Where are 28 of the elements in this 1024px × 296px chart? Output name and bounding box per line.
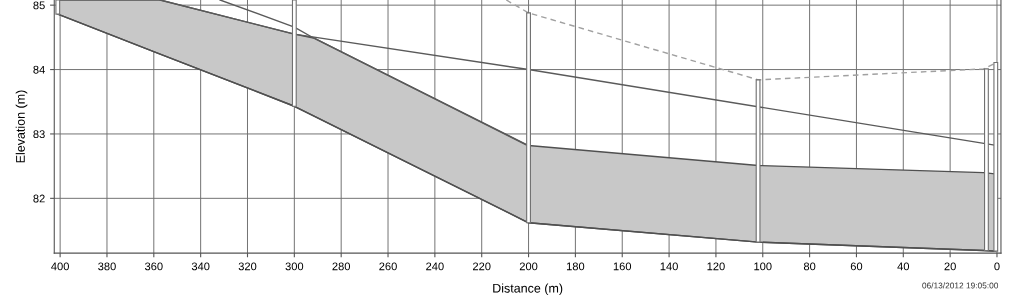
x-tick-label: 220	[473, 262, 491, 271]
x-axis-title: Distance (m)	[493, 283, 563, 296]
x-tick-label: 160	[613, 262, 632, 271]
x-tick-label: 20	[944, 262, 956, 271]
x-tick-label: 60	[850, 262, 863, 271]
x-tick-label: 260	[379, 262, 397, 271]
x-tick-label: 380	[98, 262, 116, 271]
x-tick-label: 400	[51, 262, 69, 271]
x-tick-label: 300	[285, 262, 304, 271]
x-tick-label: 340	[191, 262, 210, 271]
x-tick-label: 320	[238, 262, 257, 271]
x-tick-label: 120	[707, 262, 725, 271]
x-tick-label: 280	[332, 262, 351, 271]
y-tick-label: 82	[33, 194, 45, 203]
x-tick-label: 200	[519, 262, 538, 271]
y-tick-label: 85	[33, 1, 45, 10]
x-tick-label: 180	[566, 262, 585, 271]
x-tick-label: 80	[803, 262, 816, 271]
y-axis-title: Elevation (m)	[15, 90, 28, 163]
y-tick-label: 84	[33, 65, 45, 74]
x-tick-label: 40	[897, 262, 910, 271]
x-tick-label: 240	[426, 262, 444, 271]
x-tick-label: 360	[144, 262, 163, 271]
x-tick-label: 140	[660, 262, 678, 271]
y-tick-label: 83	[33, 130, 45, 139]
text: 06/13/2012 19:05:00	[922, 282, 999, 289]
x-tick-label: 100	[754, 262, 772, 271]
x-tick-label: 0	[994, 262, 1000, 271]
